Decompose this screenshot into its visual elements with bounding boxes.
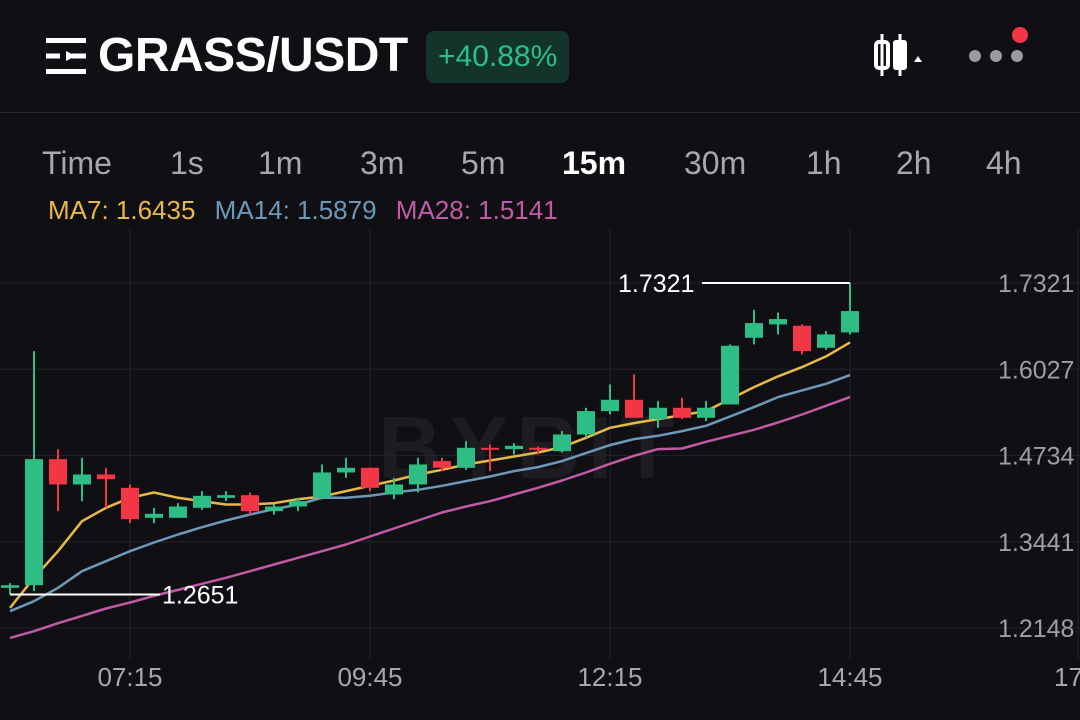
candle bbox=[217, 491, 235, 502]
candle bbox=[289, 497, 307, 512]
time-tick-label: 17 bbox=[1054, 662, 1080, 692]
price-axis: 1.7321 1.6027 1.4734 1.3441 1.2148 bbox=[998, 270, 1075, 643]
header-bar: GRASS/USDT +40.88% bbox=[0, 0, 1080, 113]
tab-5m[interactable]: 5m bbox=[461, 145, 506, 181]
price-change-badge: +40.88% bbox=[426, 31, 570, 83]
candle bbox=[49, 449, 67, 512]
candle bbox=[121, 484, 139, 524]
chart-grid bbox=[0, 228, 1080, 660]
menu-lines-icon[interactable] bbox=[46, 38, 86, 74]
candle bbox=[457, 441, 475, 470]
candle bbox=[1, 583, 19, 595]
candle bbox=[745, 309, 763, 345]
candle bbox=[97, 467, 115, 508]
candle bbox=[265, 504, 283, 515]
tab-1s[interactable]: 1s bbox=[170, 145, 204, 181]
ma28-line bbox=[9, 395, 851, 640]
candle bbox=[553, 431, 571, 453]
ma14-line bbox=[9, 373, 851, 613]
candle bbox=[481, 444, 499, 472]
candle bbox=[769, 312, 787, 335]
tab-3m[interactable]: 3m bbox=[360, 145, 405, 181]
candle bbox=[697, 401, 715, 422]
candle bbox=[73, 457, 91, 502]
ma14-value: MA14: 1.5879 bbox=[214, 195, 377, 225]
ma7-value: MA7: 1.6435 bbox=[48, 195, 196, 225]
time-tick-label: 07:15 bbox=[97, 662, 162, 692]
candle bbox=[313, 464, 331, 500]
candles bbox=[1, 283, 859, 595]
notification-dot bbox=[1012, 27, 1028, 43]
tab-1m[interactable]: 1m bbox=[258, 145, 303, 181]
more-dots-icon[interactable] bbox=[966, 24, 1036, 74]
interval-tabs: Time 1s 1m 3m 5m 15m 30m 1h 2h 4h bbox=[0, 138, 1080, 188]
candlestick-chart[interactable]: BYBIT 1.7321 1.2651 1.7321 1.6027 1.4734 1.3… bbox=[0, 228, 1080, 720]
candle bbox=[649, 401, 667, 428]
time-axis: 07:15 09:45 12:15 14:45 17 bbox=[97, 662, 1080, 692]
candle bbox=[361, 467, 379, 492]
price-tick-label: 1.2148 bbox=[998, 615, 1074, 643]
candle bbox=[625, 374, 643, 418]
price-tick-label: 1.7321 bbox=[998, 270, 1074, 298]
pair-title[interactable]: GRASS/USDT bbox=[98, 29, 408, 82]
candle bbox=[505, 443, 523, 455]
candle bbox=[145, 507, 163, 524]
tab-2h[interactable]: 2h bbox=[896, 145, 932, 181]
candle bbox=[337, 457, 355, 478]
candle bbox=[529, 446, 547, 455]
price-tick-label: 1.3441 bbox=[998, 529, 1074, 557]
time-tick-label: 14:45 bbox=[817, 662, 882, 692]
candle bbox=[193, 491, 211, 510]
candle bbox=[673, 397, 691, 420]
time-tick-label: 09:45 bbox=[337, 662, 402, 692]
candle bbox=[241, 492, 259, 515]
tab-15m[interactable]: 15m bbox=[562, 145, 627, 181]
tab-4h[interactable]: 4h bbox=[986, 145, 1022, 181]
candle bbox=[817, 331, 835, 350]
high-marker-label: 1.7321 bbox=[618, 270, 694, 298]
ma-indicator-row: MA7: 1.6435 MA14: 1.5879 MA28: 1.5141 bbox=[48, 192, 570, 228]
ma28-value: MA28: 1.5141 bbox=[395, 195, 558, 225]
tab-time[interactable]: Time bbox=[42, 145, 112, 181]
price-tick-label: 1.6027 bbox=[998, 356, 1074, 384]
candle bbox=[169, 503, 187, 518]
candle bbox=[385, 477, 403, 500]
bybit-watermark: BYBIT bbox=[378, 398, 682, 497]
candle bbox=[409, 457, 427, 493]
time-tick-label: 12:15 bbox=[577, 662, 642, 692]
tab-30m[interactable]: 30m bbox=[684, 145, 747, 181]
candle bbox=[25, 351, 43, 592]
candle bbox=[721, 344, 739, 405]
candlestick-icon[interactable] bbox=[870, 30, 930, 80]
low-marker-label: 1.2651 bbox=[162, 581, 238, 609]
candle bbox=[433, 457, 451, 472]
candle bbox=[793, 324, 811, 355]
candle bbox=[601, 384, 619, 415]
candle bbox=[577, 407, 595, 438]
candle bbox=[841, 283, 859, 335]
tab-1h[interactable]: 1h bbox=[806, 145, 842, 181]
price-tick-label: 1.4734 bbox=[998, 443, 1075, 471]
price-markers: 1.7321 1.2651 bbox=[10, 270, 850, 609]
